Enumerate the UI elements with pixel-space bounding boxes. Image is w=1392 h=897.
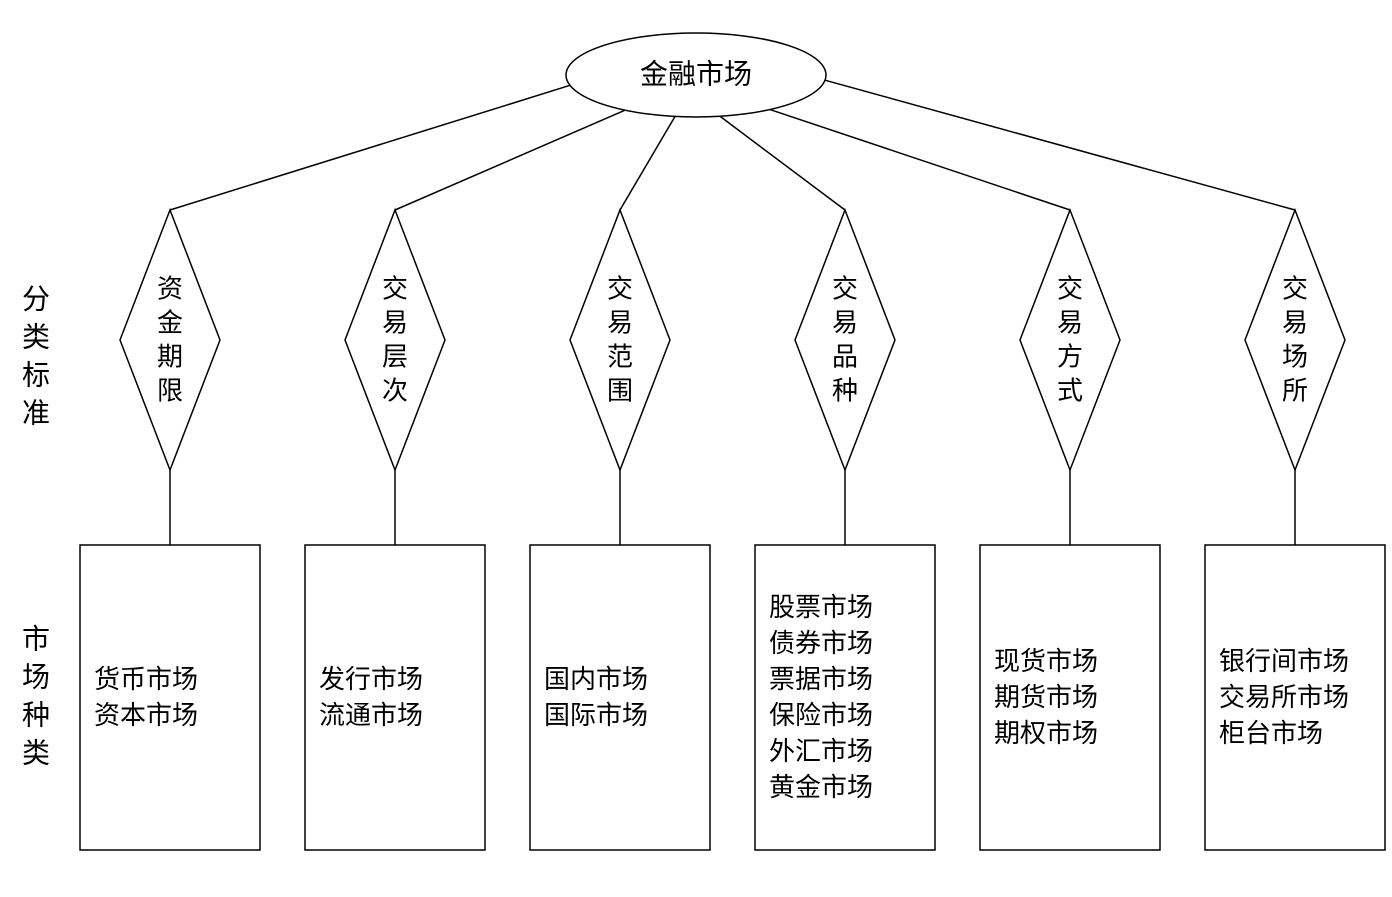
connector-root-to-diamond	[170, 85, 570, 210]
market-type-box	[755, 545, 935, 850]
connector-root-to-diamond	[720, 116, 845, 210]
market-type-item: 黄金市场	[769, 773, 873, 802]
market-type-item: 资本市场	[94, 701, 198, 730]
criteria-label: 交	[1282, 275, 1308, 304]
market-type-item: 国际市场	[544, 701, 648, 730]
criteria-label: 易	[1057, 309, 1083, 338]
row-label-criteria: 标	[22, 360, 50, 392]
criteria-label: 交	[1057, 275, 1083, 304]
criteria-label: 方	[1057, 343, 1083, 372]
criteria-label: 易	[607, 309, 633, 338]
criteria-label: 易	[1282, 309, 1308, 338]
criteria-label: 围	[607, 377, 633, 406]
criteria-diamond	[570, 210, 670, 470]
row-label-criteria: 准	[22, 398, 50, 430]
criteria-label: 易	[382, 309, 408, 338]
connector-root-to-diamond	[620, 116, 675, 210]
criteria-label: 所	[1282, 377, 1308, 406]
market-type-box	[530, 545, 710, 850]
market-type-item: 货币市场	[94, 665, 198, 694]
row-label-types: 场	[22, 663, 50, 694]
criteria-label: 范	[607, 343, 633, 372]
criteria-label: 资	[157, 275, 183, 304]
criteria-label: 限	[157, 377, 183, 406]
criteria-diamond	[1245, 210, 1345, 470]
market-type-item: 柜台市场	[1219, 719, 1323, 748]
criteria-label: 层	[382, 343, 408, 372]
row-label-types: 类	[22, 738, 50, 770]
financial-market-tree-diagram: 金融市场分类标准市场种类资金期限货币市场资本市场交易层次发行市场流通市场交易范围…	[0, 0, 1392, 897]
row-label-types: 种	[22, 700, 50, 732]
market-type-item: 发行市场	[319, 665, 423, 694]
criteria-label: 次	[382, 377, 408, 406]
market-type-item: 债券市场	[769, 629, 873, 658]
criteria-diamond	[1020, 210, 1120, 470]
market-type-item: 流通市场	[319, 701, 423, 730]
market-type-item: 银行间市场	[1219, 647, 1349, 676]
criteria-label: 金	[157, 309, 183, 338]
criteria-label: 种	[832, 377, 858, 406]
criteria-label: 品	[832, 343, 858, 372]
market-type-item: 外汇市场	[769, 737, 873, 766]
connector-root-to-diamond	[395, 110, 625, 210]
criteria-label: 式	[1057, 377, 1083, 406]
market-type-item: 票据市场	[769, 665, 873, 694]
criteria-diamond	[345, 210, 445, 470]
criteria-label: 交	[607, 275, 633, 304]
criteria-label: 交	[382, 275, 408, 304]
criteria-diamond	[120, 210, 220, 470]
market-type-item: 交易所市场	[1219, 683, 1349, 712]
root-label: 金融市场	[640, 59, 752, 91]
criteria-diamond	[795, 210, 895, 470]
criteria-label: 场	[1282, 343, 1308, 372]
market-type-box	[305, 545, 485, 850]
market-type-item: 国内市场	[544, 665, 648, 694]
criteria-label: 易	[832, 309, 858, 338]
market-type-box	[80, 545, 260, 850]
market-type-item: 股票市场	[769, 593, 873, 622]
row-label-types: 市	[22, 624, 50, 656]
row-label-criteria: 分	[22, 285, 50, 316]
market-type-item: 保险市场	[769, 701, 873, 730]
criteria-label: 期	[157, 343, 183, 372]
connector-root-to-diamond	[770, 110, 1070, 210]
row-label-criteria: 类	[22, 322, 50, 354]
connector-root-to-diamond	[825, 80, 1295, 210]
market-type-item: 现货市场	[994, 647, 1098, 676]
market-type-item: 期权市场	[994, 719, 1098, 748]
market-type-item: 期货市场	[994, 683, 1098, 712]
criteria-label: 交	[832, 275, 858, 304]
